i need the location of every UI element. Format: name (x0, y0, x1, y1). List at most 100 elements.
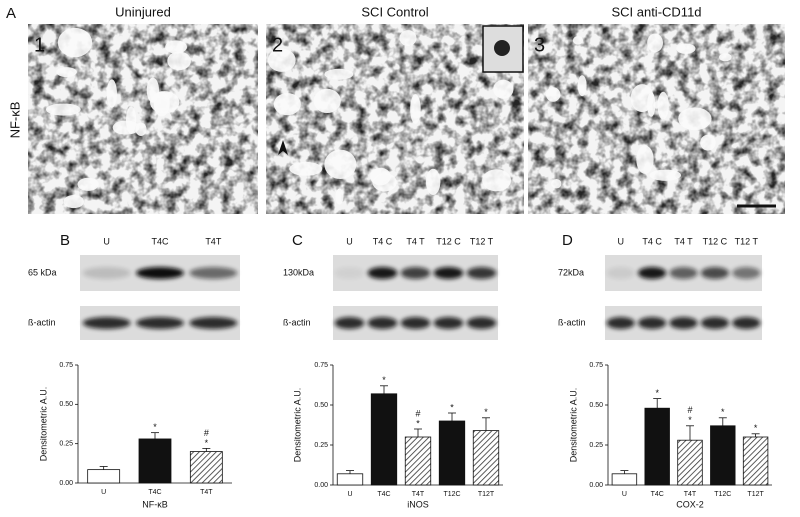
arrowhead (278, 140, 288, 155)
bar (404, 436, 432, 486)
lane-label: T4T (205, 236, 222, 246)
row-label: ß-actin (558, 317, 586, 327)
micrograph-title: SCI Control (361, 4, 428, 19)
bar (710, 425, 736, 486)
y-tick-label: 0.50 (314, 402, 328, 409)
micrograph-space (630, 84, 654, 113)
y-axis-label: Densitometric A.U. (38, 387, 48, 462)
lane-label: U (103, 236, 110, 246)
y-tick-label: 0.00 (59, 480, 73, 487)
blot-band (367, 267, 398, 279)
y-tick-label: 0.00 (589, 482, 603, 489)
x-tick-label: T4T (684, 491, 697, 498)
micrograph-space (313, 88, 341, 114)
blot-band (334, 317, 365, 329)
micrograph-space (57, 27, 93, 58)
micrograph-space (273, 92, 301, 116)
lane-label: T12 T (735, 236, 759, 246)
y-tick-label: 0.75 (314, 362, 328, 369)
micrograph-space (636, 145, 654, 174)
lane-label: T12 C (436, 236, 461, 246)
significance-mark: * (416, 418, 420, 428)
micrographs: 1 Uninjured 2 SCI Control 3 SCI anti-CD11d (28, 4, 785, 214)
y-tick-label: 0.00 (314, 482, 328, 489)
panel-label: D (562, 232, 573, 249)
x-tick-label: T12C (714, 491, 731, 498)
blot-band (334, 267, 365, 279)
panel-label: C (292, 232, 303, 249)
micrograph-space (719, 53, 732, 62)
blot-band (136, 317, 184, 329)
significance-mark: * (205, 438, 209, 448)
micrograph-space (551, 179, 562, 189)
micrograph-title: Uninjured (115, 4, 171, 19)
lane-label: T4C (151, 236, 169, 246)
lane-label: T12 T (470, 236, 494, 246)
blot-panel: B U T4C T4T 65 kDa ß-actin (28, 232, 240, 340)
bar (87, 469, 121, 484)
micrograph-space (167, 51, 191, 71)
x-tick-label: T4C (148, 489, 161, 496)
row-label: ß-actin (28, 317, 56, 327)
bar (742, 436, 769, 486)
blot-band (189, 267, 238, 279)
y-axis-label: Densitometric A.U. (568, 388, 578, 463)
blot-band (466, 267, 497, 279)
blot-band (637, 317, 667, 329)
panel-label: A (6, 5, 16, 22)
row-label: 65 kDa (28, 267, 57, 277)
blot-band (606, 317, 635, 329)
row-label: ß-actin (283, 317, 311, 327)
micrograph-space (372, 173, 397, 192)
bar (189, 451, 223, 484)
micrograph-space (45, 103, 81, 116)
micrograph-space (572, 36, 584, 45)
micrograph-space (165, 40, 188, 54)
y-tick-label: 0.25 (59, 441, 73, 448)
bar-chart: 0.00 0.25 0.50 0.75 Densitometric A.U. iNOS U T… (292, 362, 503, 509)
micrograph-space (425, 168, 441, 195)
blot-band (466, 317, 497, 329)
lane-label: T4 T (674, 236, 693, 246)
micrograph: 2 (266, 24, 524, 214)
micrograph-space (267, 48, 296, 72)
blot-band (732, 317, 761, 329)
y-tick-label: 0.75 (59, 362, 73, 369)
blot-band (189, 317, 238, 329)
blot-band (732, 267, 761, 279)
micrograph-number: 3 (534, 34, 545, 56)
blot-band (82, 317, 131, 329)
x-tick-label: T4C (377, 491, 390, 498)
y-tick-label: 0.50 (589, 402, 603, 409)
micrograph-space (112, 120, 140, 135)
micrograph-space (399, 30, 417, 47)
micrograph-space (700, 134, 716, 151)
significance-mark: * (721, 407, 725, 417)
bar (336, 473, 364, 486)
blot-band (433, 317, 464, 329)
micrograph-space (410, 94, 421, 124)
y-tick-label: 0.75 (589, 362, 603, 369)
blot-band (669, 267, 698, 279)
micrograph-texture (28, 24, 258, 214)
micrograph-space (106, 79, 117, 108)
micrograph-space (335, 188, 344, 205)
significance-mark: # (687, 405, 692, 415)
bar-chart: 0.00 0.25 0.50 0.75 Densitometric A.U. NF-κB U… (38, 362, 232, 509)
y-tick-label: 0.25 (314, 442, 328, 449)
row-label: 130kDa (283, 267, 314, 277)
significance-mark: * (382, 375, 386, 385)
lane-label: T4 T (406, 236, 425, 246)
y-tick-label: 0.50 (59, 401, 73, 408)
significance-mark: # (204, 428, 209, 438)
x-tick-label: T4T (200, 489, 213, 496)
significance-mark: * (153, 422, 157, 432)
x-tick-label: T12T (478, 491, 495, 498)
micrograph-space (56, 67, 77, 78)
micrograph-space (678, 107, 712, 131)
blot-band (637, 267, 667, 279)
x-axis-label: COX-2 (676, 499, 704, 509)
x-axis-label: NF-κB (142, 499, 168, 509)
micrograph-space (657, 91, 669, 120)
x-tick-label: T4T (412, 491, 425, 498)
